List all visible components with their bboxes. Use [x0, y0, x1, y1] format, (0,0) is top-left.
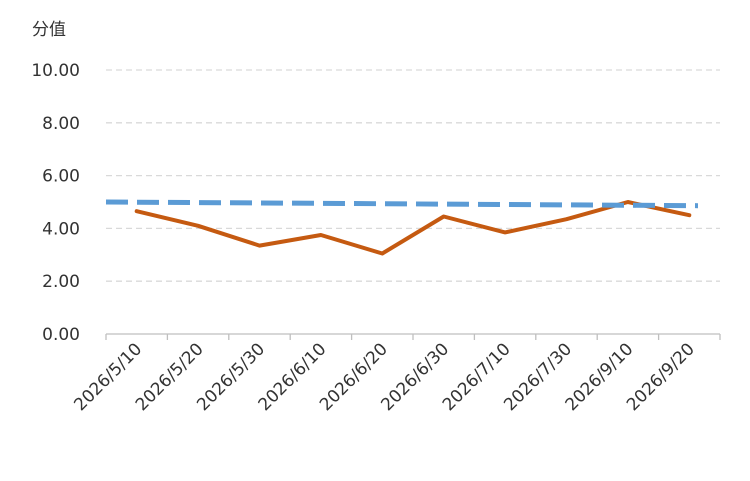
y-tick-label: 2.00 [42, 272, 80, 292]
y-axis-ticks: 0.00 2.00 4.00 6.00 8.00 10.00 [31, 61, 80, 345]
series-line-dashed [105, 199, 699, 209]
series-group [105, 199, 699, 256]
series-line-solid [134, 200, 692, 256]
y-tick-label: 6.00 [42, 167, 80, 187]
grid-lines [106, 69, 720, 282]
y-axis-label: 分值 [32, 20, 66, 40]
y-tick-label: 10.00 [31, 61, 80, 81]
y-tick-label: 0.00 [42, 325, 80, 345]
x-axis-ticks: 2026/5/102026/5/202026/5/302026/6/102026… [70, 339, 698, 415]
y-tick-label: 8.00 [42, 114, 80, 134]
y-tick-label: 4.00 [42, 219, 80, 239]
x-axis [105, 333, 721, 340]
